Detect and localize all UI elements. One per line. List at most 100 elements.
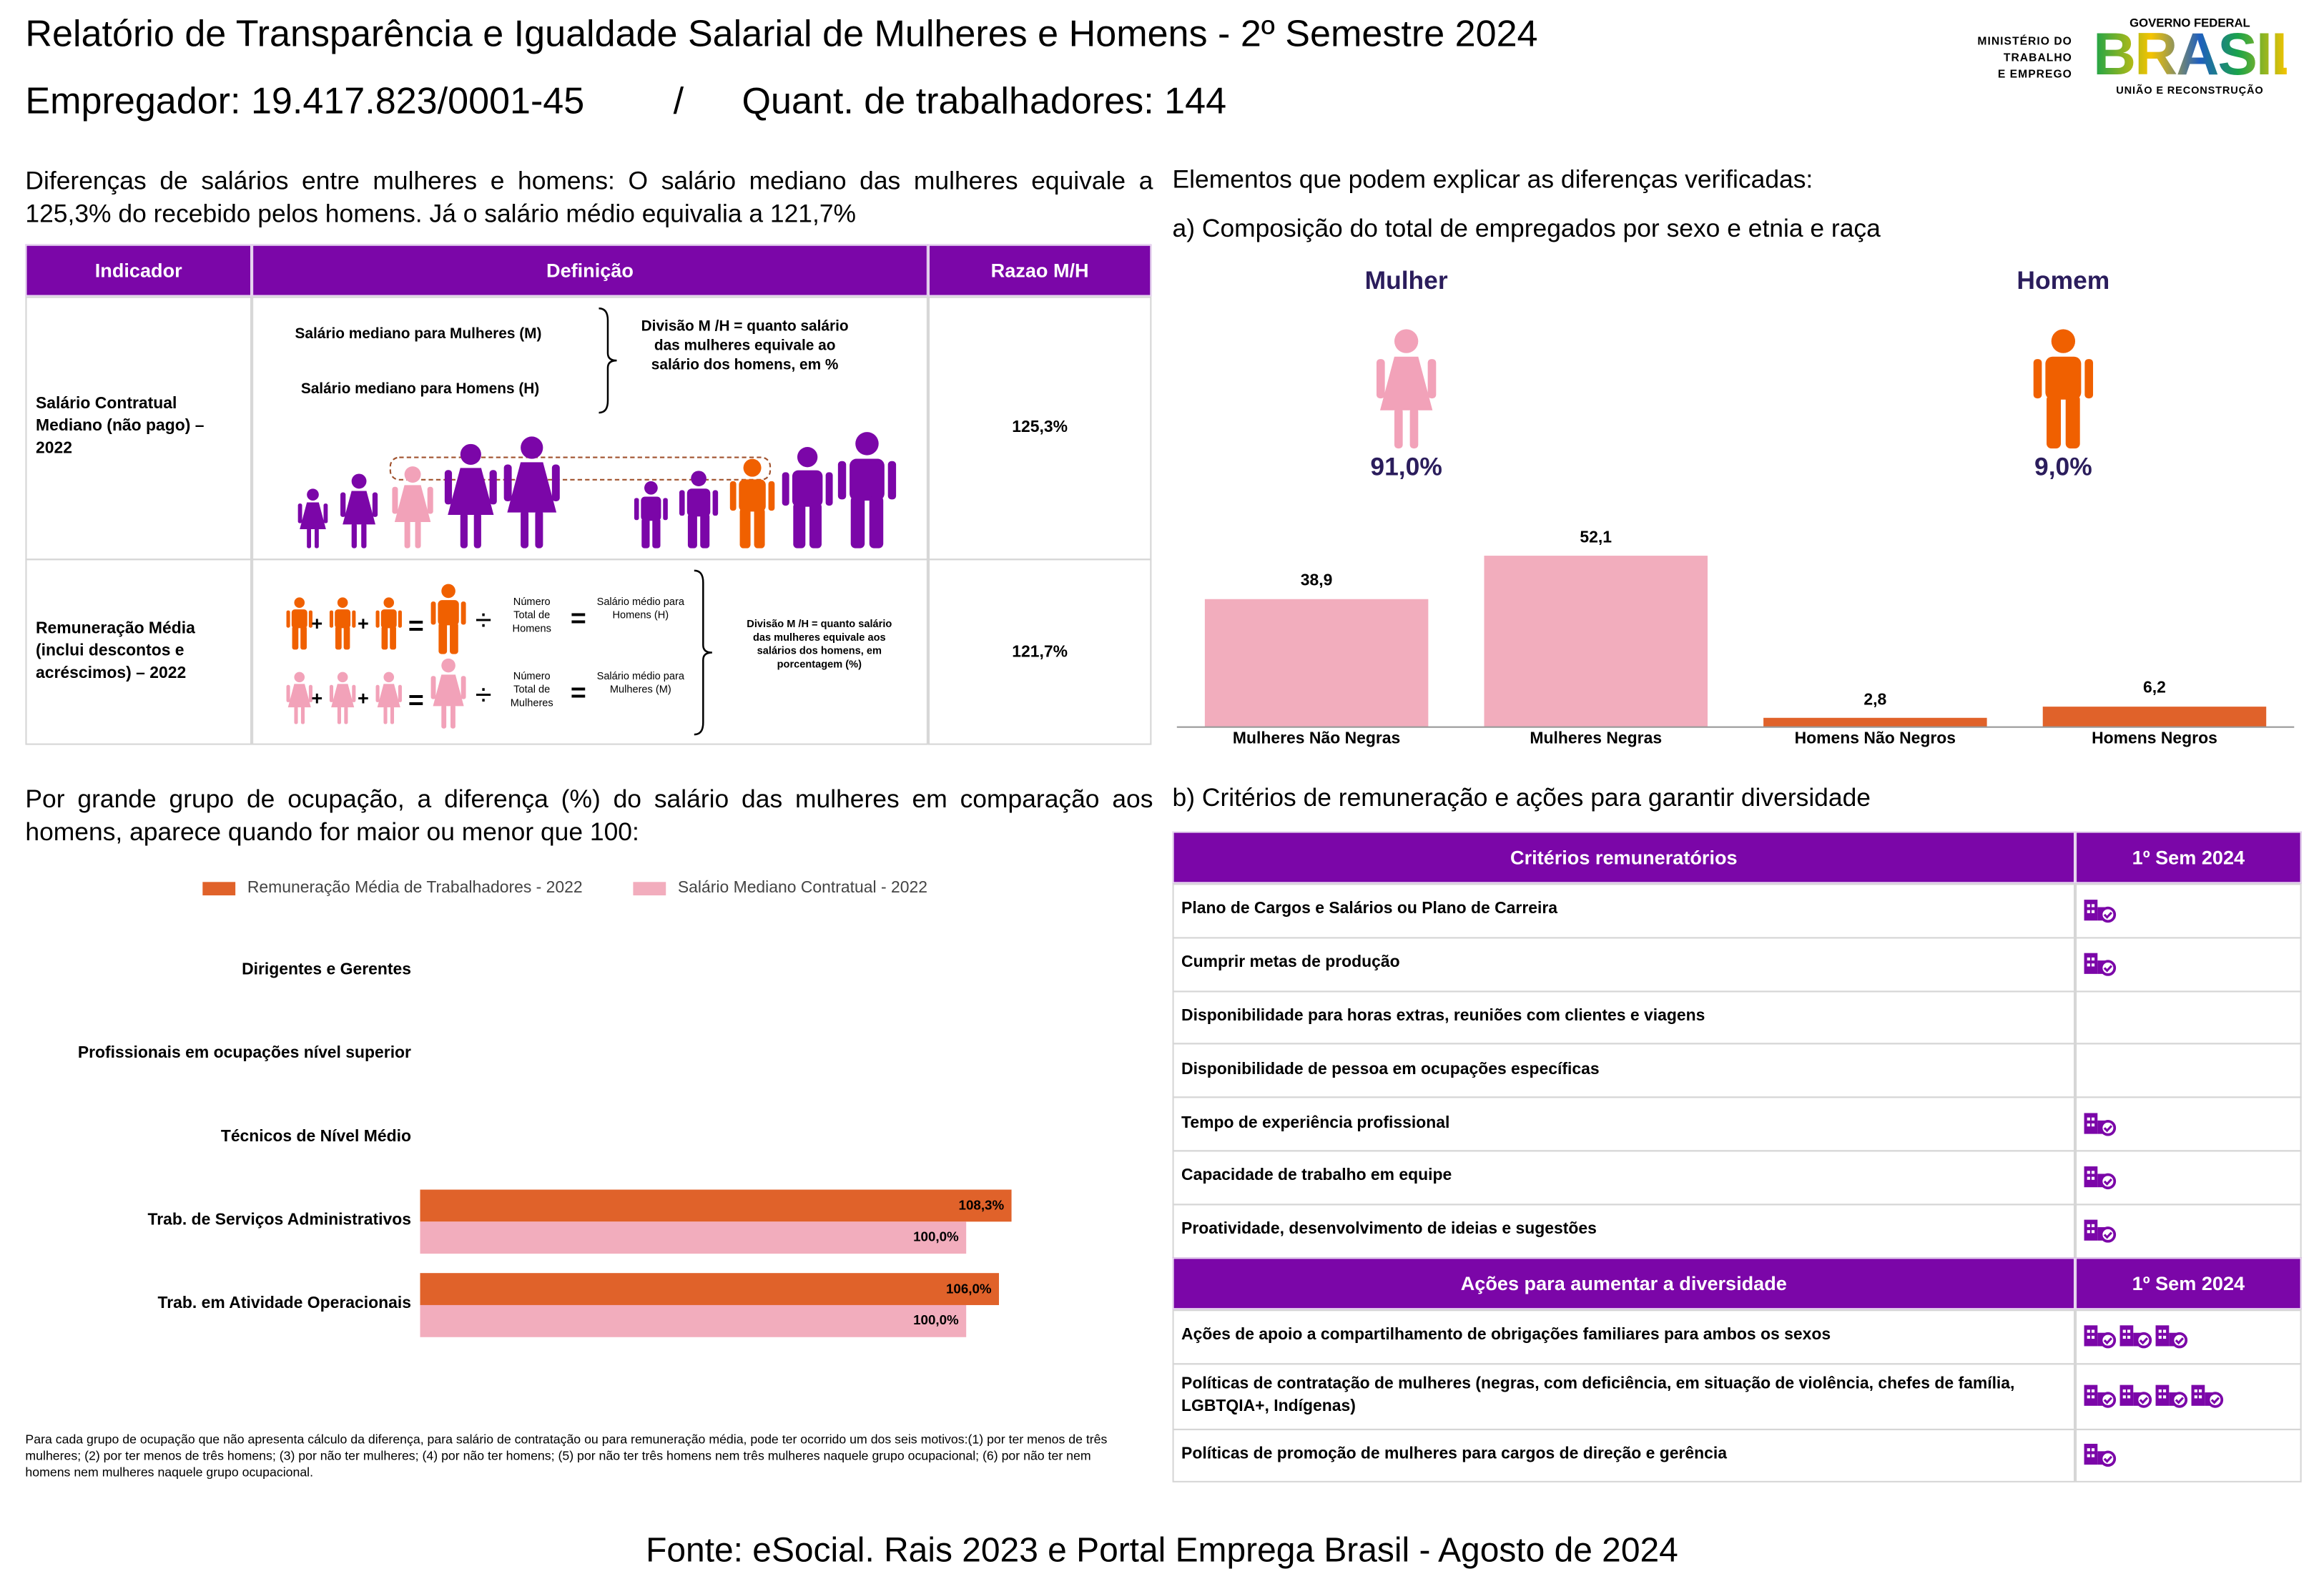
icon-window xyxy=(2091,904,2095,907)
check-icon xyxy=(2084,900,2117,923)
person-arm xyxy=(712,490,719,516)
check-icon xyxy=(2084,1166,2117,1190)
icon-window xyxy=(2091,1454,2095,1457)
person-leg xyxy=(344,706,348,724)
person-body xyxy=(343,491,375,525)
icon-window xyxy=(2162,1329,2167,1333)
person-icon xyxy=(375,597,402,650)
person-leg xyxy=(314,528,319,549)
icon-window xyxy=(2091,957,2095,961)
person-icon xyxy=(1376,329,1437,449)
bar xyxy=(420,1304,967,1337)
person-icon xyxy=(392,466,433,549)
person-leg xyxy=(351,523,357,549)
person-arm xyxy=(430,676,436,699)
icon-window xyxy=(2087,1395,2090,1399)
person-body xyxy=(1379,356,1433,410)
operator: = xyxy=(408,611,424,641)
icon-check-circle xyxy=(2207,1392,2224,1408)
icon-window xyxy=(2087,957,2090,961)
icon-check-circle xyxy=(2099,1173,2117,1190)
person-leg xyxy=(460,513,468,549)
icon-window xyxy=(2122,1395,2126,1399)
person-arm xyxy=(663,498,668,521)
section-heading: Por grande grupo de ocupação, a diferenç… xyxy=(25,784,1153,847)
data-label: 100,0% xyxy=(913,1229,959,1244)
person-arm xyxy=(489,470,497,505)
person-leg xyxy=(850,496,865,549)
person-leg xyxy=(300,706,305,724)
icon-window xyxy=(2127,1395,2131,1399)
person-head xyxy=(404,466,421,483)
person-leg xyxy=(2047,395,2062,449)
person-leg xyxy=(809,502,822,549)
bar xyxy=(1484,556,1708,727)
operator: + xyxy=(311,612,323,635)
ratio: 121,7% xyxy=(1012,643,1068,661)
criterion: Políticas de contratação de mulheres (ne… xyxy=(1181,1374,2015,1415)
y-tick-label: Profissionais em ocupações nível superio… xyxy=(77,1044,411,1063)
icon-window xyxy=(2091,1389,2095,1393)
icon-window xyxy=(2087,1389,2090,1393)
table-header xyxy=(25,244,252,297)
icon-window xyxy=(2087,1176,2090,1180)
person-arm xyxy=(2033,359,2042,399)
ministry-logo: E EMPREGO xyxy=(1997,67,2072,81)
icon-window xyxy=(2158,1335,2162,1339)
icon-building xyxy=(2084,1219,2098,1241)
person-icon xyxy=(634,481,668,549)
icon-building xyxy=(2191,1384,2205,1406)
person-icon xyxy=(444,443,497,549)
person-arm xyxy=(286,610,290,628)
icon-check xyxy=(2103,1178,2113,1186)
person-arm xyxy=(430,601,436,625)
data-label: 6,2 xyxy=(2143,679,2166,698)
criterion: Políticas de promoção de mulheres para c… xyxy=(1181,1444,1727,1462)
person-leg xyxy=(754,508,765,549)
person-body xyxy=(287,684,311,708)
check-icon xyxy=(2155,1325,2188,1349)
person-leg xyxy=(307,528,311,549)
icon-window xyxy=(2091,1329,2095,1333)
legend-swatch xyxy=(633,882,666,896)
icon-check-circle xyxy=(2099,1392,2117,1408)
person-leg xyxy=(869,496,884,549)
person-leg xyxy=(294,706,298,724)
y-tick-label: Trab. de Serviços Administrativos xyxy=(147,1211,411,1229)
brace xyxy=(599,307,617,414)
y-tick-label: Trab. em Atividade Operacionais xyxy=(157,1294,411,1313)
brace xyxy=(694,569,712,736)
person-arm xyxy=(329,684,334,702)
person-body xyxy=(686,488,711,517)
person-arm xyxy=(503,464,512,502)
brand-logo: BRASIL xyxy=(2093,22,2308,88)
definition: Divisão M /H = quanto salário das mulher… xyxy=(641,318,849,374)
person-arm xyxy=(297,503,302,523)
cell xyxy=(1172,1428,2076,1482)
person-arm xyxy=(372,492,378,517)
bar xyxy=(1204,599,1429,727)
icon-building xyxy=(2084,1166,2098,1188)
icon-window xyxy=(2127,1335,2131,1339)
icon-window xyxy=(2091,1117,2095,1121)
operator: ÷ xyxy=(475,604,492,638)
icon-check-circle xyxy=(2135,1332,2152,1349)
icon-check-circle xyxy=(2099,1450,2117,1467)
person-arm xyxy=(308,684,312,702)
person-leg xyxy=(438,622,448,654)
table-header xyxy=(2075,831,2302,884)
icon-check xyxy=(2175,1397,2185,1405)
icon-window xyxy=(2091,1395,2095,1399)
person-head xyxy=(441,584,456,599)
check-icon xyxy=(2191,1384,2224,1408)
person-arm xyxy=(634,498,639,521)
person-leg xyxy=(700,513,710,549)
icon-window xyxy=(2122,1329,2126,1333)
icon-window xyxy=(2194,1395,2197,1399)
person-leg xyxy=(641,518,650,549)
person-head xyxy=(383,672,395,683)
legend-swatch xyxy=(202,882,236,896)
person-head xyxy=(644,481,658,495)
icon-check xyxy=(2175,1337,2185,1345)
icon-building xyxy=(2084,953,2098,974)
